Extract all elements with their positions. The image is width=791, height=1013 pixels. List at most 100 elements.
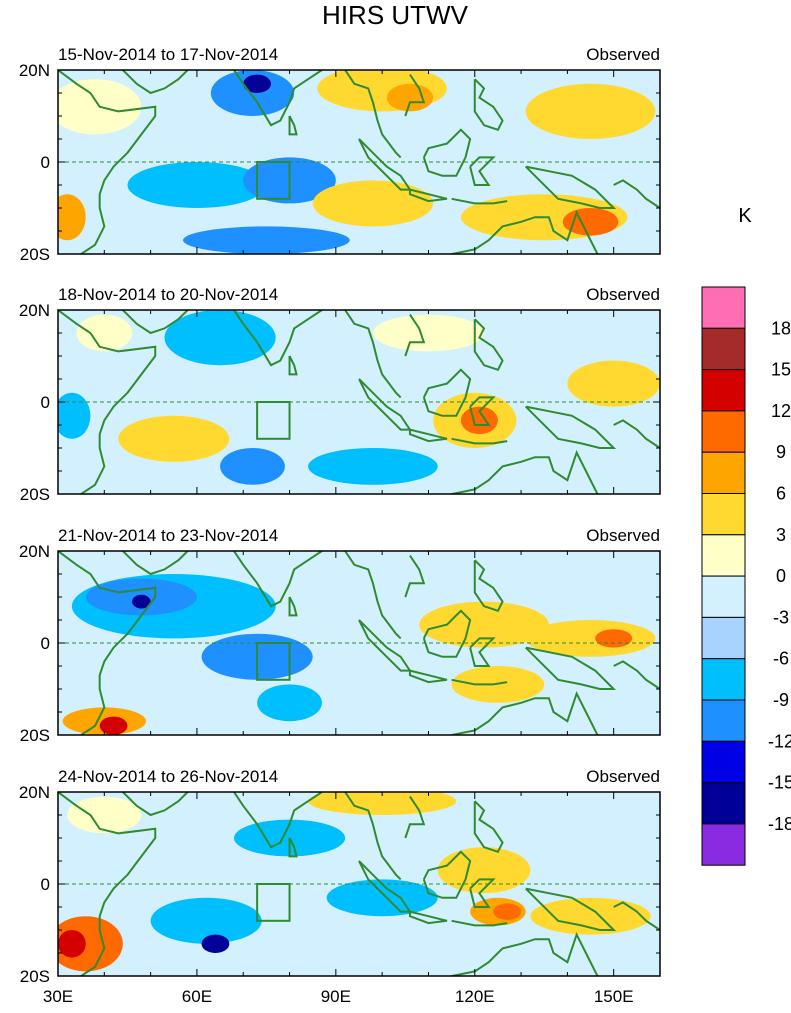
anomaly-blob-4	[308, 448, 438, 485]
colorbar-tick-label: 9	[776, 442, 786, 462]
x-tick-label: 120E	[455, 987, 495, 1006]
coastline-12	[525, 405, 617, 449]
colorbar-tick-label: -9	[773, 690, 789, 710]
units-label: K	[738, 205, 752, 227]
coastline-14	[613, 179, 660, 209]
map-panel-4: 20N 0 20S 24-Nov-2014 to 26-Nov-2014 Observe…	[19, 767, 661, 986]
colorbar-tick-label: -3	[773, 607, 789, 627]
coastline-8	[422, 850, 472, 899]
anomaly-blob-7	[386, 83, 434, 112]
anomaly-blob-8	[312, 180, 434, 227]
coastline-13	[450, 450, 599, 494]
anomaly-blob-7	[525, 620, 656, 657]
coastlines-3	[58, 551, 660, 735]
coastline-15	[451, 437, 508, 445]
panel-period-label: 21-Nov-2014 to 23-Nov-2014	[58, 526, 278, 545]
anomaly-blob-11	[58, 930, 86, 958]
panel-observed-label: Observed	[586, 285, 660, 304]
study-box	[256, 642, 291, 681]
coastline-8	[422, 128, 472, 177]
anomaly-blob-12	[67, 796, 142, 834]
y-tick-label: 0	[41, 393, 50, 412]
coastline-13	[450, 691, 599, 735]
coastline-12	[525, 887, 617, 931]
coastline-3	[233, 792, 323, 849]
anomaly-blob-5	[372, 314, 485, 352]
anomaly-blob-8	[530, 897, 651, 935]
anomaly-blob-10	[58, 392, 91, 439]
coastline-10	[469, 156, 496, 186]
coastline-13	[450, 210, 599, 254]
coastlines-1	[58, 70, 660, 254]
colorbar-swatch	[701, 286, 746, 329]
coastlines-2	[58, 310, 660, 494]
colorbar-swatch	[701, 410, 746, 453]
coastline-12	[525, 646, 617, 690]
anomaly-blob-1	[150, 897, 262, 944]
colorbar-swatch	[701, 699, 746, 742]
coastline-11	[473, 800, 504, 854]
field-1	[58, 70, 660, 254]
coastline-1	[58, 792, 157, 976]
anomaly-blob-3	[220, 448, 285, 485]
x-tick-label: 90E	[321, 987, 351, 1006]
colorbar-swatch	[701, 493, 746, 536]
coastline-13	[450, 932, 599, 976]
coastline-9	[404, 314, 426, 357]
colorbar-tick-label: 6	[776, 484, 786, 504]
study-box	[256, 161, 291, 200]
colorbar-swatch	[701, 451, 746, 495]
coastline-10	[469, 637, 496, 667]
coastline-3	[233, 310, 323, 367]
colorbar-swatch	[701, 534, 746, 577]
coastline-9	[404, 555, 426, 598]
coastline-2	[122, 551, 189, 576]
colorbar-tick-label: 3	[776, 525, 786, 545]
anomaly-blob-5	[257, 684, 322, 722]
coastline-9	[404, 74, 426, 117]
coastline-11	[473, 559, 504, 613]
anomaly-blob-11	[99, 716, 128, 735]
anomaly-blob-10	[58, 916, 123, 972]
y-tick-label: 0	[41, 875, 50, 894]
colorbar-tick-label: -6	[773, 649, 789, 669]
coastline-7	[408, 188, 448, 203]
anomaly-blob-8	[595, 629, 633, 648]
y-tick-label: 0	[41, 634, 50, 653]
panel-period-label: 18-Nov-2014 to 20-Nov-2014	[58, 285, 278, 304]
anomaly-blob-13	[58, 194, 86, 241]
study-box	[256, 883, 291, 922]
anomaly-blob-1	[164, 310, 276, 366]
anomaly-blob-2	[118, 415, 230, 462]
coastline-7	[408, 910, 448, 925]
anomaly-blob-4	[127, 162, 267, 208]
colorbar-swatch	[701, 740, 746, 784]
anomaly-blob-8	[567, 360, 660, 407]
coastline-14	[613, 419, 660, 449]
coastline-2	[122, 310, 189, 335]
coastline-10	[469, 878, 496, 908]
coastline-3	[233, 70, 323, 127]
colorbar-swatch	[701, 369, 746, 412]
anomaly-blob-5	[437, 847, 531, 894]
y-tick-label: 20S	[20, 726, 50, 745]
coastline-11	[473, 78, 504, 132]
coastline-8	[422, 609, 472, 658]
panel-observed-label: Observed	[586, 45, 660, 64]
anomaly-blob-7	[493, 903, 522, 920]
coastline-5	[344, 70, 402, 159]
y-tick-label: 20N	[19, 783, 50, 802]
coastline-15	[451, 919, 508, 927]
y-tick-label: 20N	[19, 61, 50, 80]
colorbar-swatch	[701, 616, 746, 660]
panel-observed-label: Observed	[586, 767, 660, 786]
map-panel-1: 20N 0 20S 15-Nov-2014 to 17-Nov-2014 Observe…	[19, 45, 661, 264]
coastline-5	[344, 792, 402, 881]
coastline-9	[404, 796, 426, 839]
coastline-1	[58, 310, 157, 494]
coastline-7	[408, 428, 448, 443]
coastline-14	[613, 660, 660, 690]
coastline-2	[122, 792, 189, 817]
coastlines-4	[58, 792, 660, 976]
